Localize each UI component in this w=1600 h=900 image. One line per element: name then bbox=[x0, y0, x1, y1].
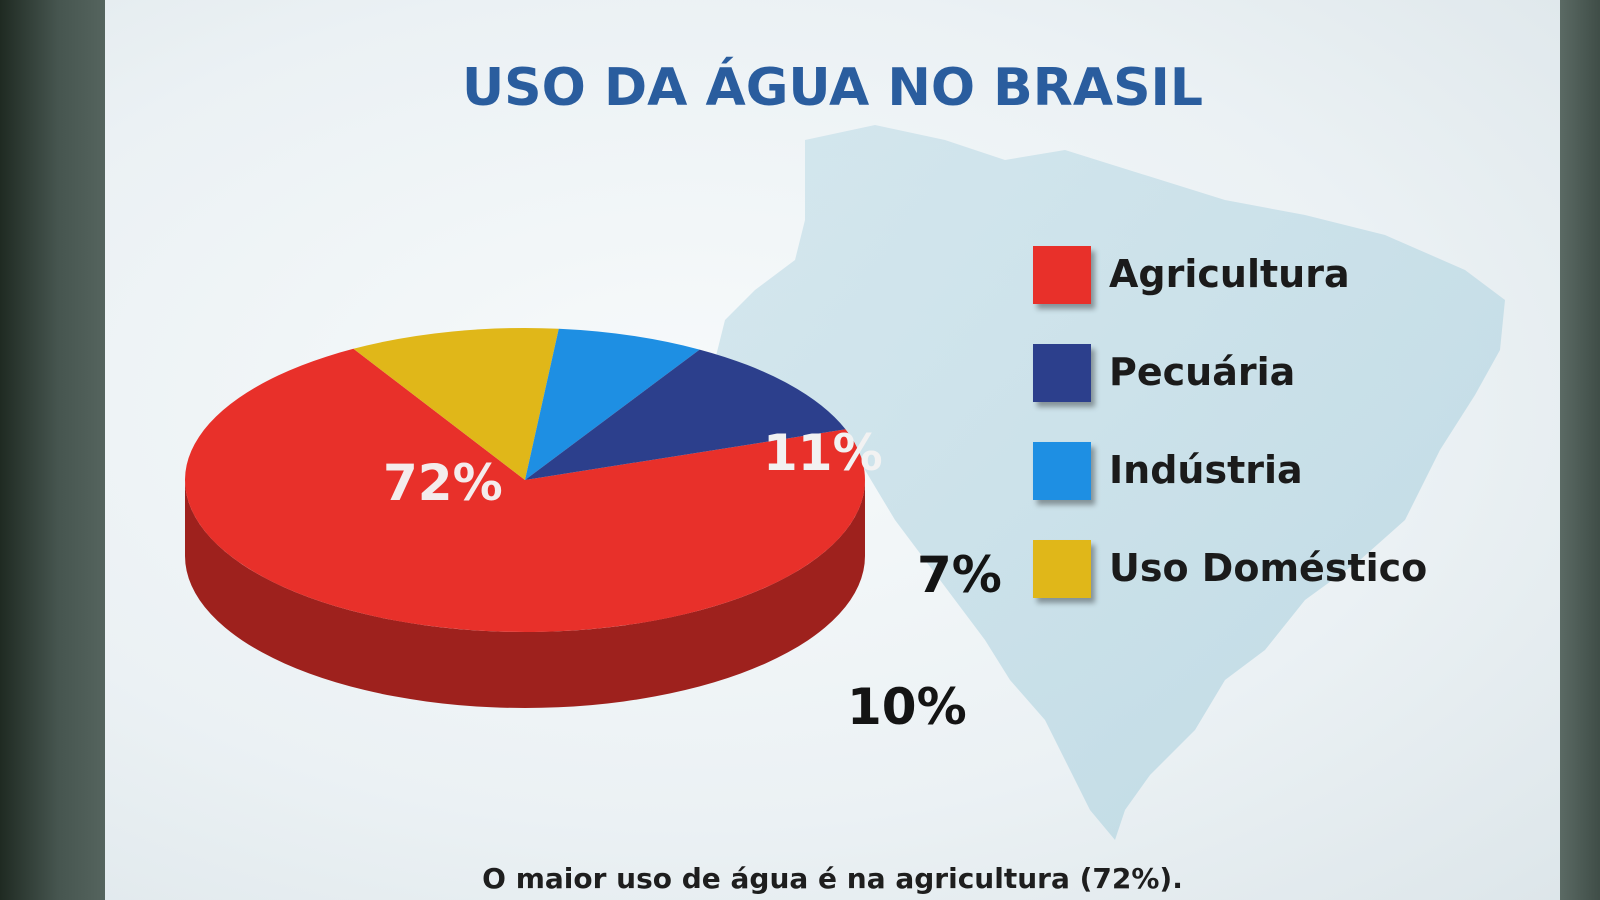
pie-chart: 72% 10% 7% 11% bbox=[184, 125, 1505, 840]
chart-caption: O maior uso de água é na agricultura (72… bbox=[482, 862, 1183, 895]
legend-item-pecuaria: Pecuária bbox=[1033, 344, 1453, 404]
legend-swatch bbox=[1033, 246, 1091, 304]
legend-item-agricultura: Agricultura bbox=[1033, 246, 1453, 306]
slice-value-label: 10% bbox=[847, 678, 967, 736]
legend-swatch bbox=[1033, 540, 1091, 598]
legend-label: Uso Doméstico bbox=[1109, 546, 1428, 590]
legend-swatch bbox=[1033, 442, 1091, 500]
slice-value-label: 11% bbox=[763, 424, 883, 482]
legend-item-uso-domestico: Uso Doméstico bbox=[1033, 540, 1453, 600]
pie-slice-agricultura bbox=[184, 348, 865, 632]
sign-frame-left bbox=[0, 0, 105, 900]
sign-frame-right bbox=[1560, 0, 1600, 900]
legend-label: Indústria bbox=[1109, 448, 1303, 492]
slice-value-label: 72% bbox=[383, 454, 503, 512]
legend-swatch bbox=[1033, 344, 1091, 402]
pie-slice-ind-stria bbox=[525, 328, 700, 480]
pie-side-agricultura bbox=[185, 480, 865, 708]
sign-panel: 72% 10% 7% 11% USO DA ÁGUA NO BRASIL Agricu… bbox=[105, 0, 1560, 900]
pie-slice-uso-dom-stico bbox=[353, 328, 559, 480]
legend-label: Pecuária bbox=[1109, 350, 1296, 394]
legend-item-industria: Indústria bbox=[1033, 442, 1453, 502]
brazil-map-silhouette bbox=[715, 125, 1505, 840]
pie-slice-pecu-ria bbox=[525, 349, 846, 480]
slice-value-label: 7% bbox=[917, 546, 1002, 604]
legend-label: Agricultura bbox=[1109, 252, 1350, 296]
chart-title: USO DA ÁGUA NO BRASIL bbox=[461, 58, 1204, 118]
